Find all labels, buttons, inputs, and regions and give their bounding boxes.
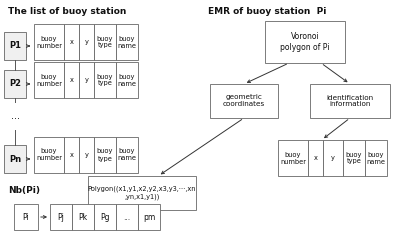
Text: buoy
type: buoy type [97,74,113,86]
Text: Nb(Pi): Nb(Pi) [8,186,40,195]
Text: ...: ... [124,213,130,222]
Bar [64,137,79,173]
Bar [79,62,94,98]
Bar [210,84,278,118]
Bar [34,137,64,173]
Text: buoy
number: buoy number [280,152,306,164]
Text: x: x [70,77,74,83]
Bar [72,204,94,230]
Bar [94,24,116,60]
Text: y: y [84,152,88,158]
Text: buoy
number: buoy number [36,149,62,162]
Text: y: y [331,155,335,161]
Text: ...: ... [10,111,20,121]
Text: buoy
type: buoy type [97,35,113,49]
Text: EMR of buoy station  Pi: EMR of buoy station Pi [208,7,326,16]
Bar [116,204,138,230]
Text: buoy
type: buoy type [97,149,113,162]
Bar [116,62,138,98]
Bar [138,204,160,230]
Bar [50,204,72,230]
Bar [88,176,196,210]
Text: P2: P2 [9,79,21,89]
Text: buoy
name: buoy name [366,152,386,164]
Text: x: x [70,152,74,158]
Bar [79,137,94,173]
Bar [323,140,343,176]
Bar [278,140,308,176]
Text: P1: P1 [9,41,21,50]
Text: buoy
number: buoy number [36,35,62,49]
Text: Polygon((x1,y1,x2,y2,x3,y3,⋯,xn
,yn,x1,y1)): Polygon((x1,y1,x2,y2,x3,y3,⋯,xn ,yn,x1,y… [88,186,196,200]
Text: buoy
number: buoy number [36,74,62,86]
Bar [94,62,116,98]
Bar [308,140,323,176]
Text: The list of buoy station: The list of buoy station [8,7,126,16]
Text: Voronoi
polygon of Pi: Voronoi polygon of Pi [280,32,330,52]
Text: Pn: Pn [9,154,21,164]
Text: geometric
coordinates: geometric coordinates [223,94,265,108]
Text: Pk: Pk [78,213,88,222]
Bar [116,137,138,173]
Bar [265,21,345,63]
Bar [34,62,64,98]
Bar [64,24,79,60]
Text: buoy
name: buoy name [118,35,136,49]
Text: y: y [84,77,88,83]
Bar [64,62,79,98]
Bar [365,140,387,176]
Bar [94,204,116,230]
Bar [4,70,26,98]
Bar [14,204,38,230]
Bar [4,32,26,60]
Bar [34,24,64,60]
Text: x: x [314,155,318,161]
Text: Pj: Pj [58,213,64,222]
Text: buoy
type: buoy type [346,152,362,164]
Text: buoy
name: buoy name [118,149,136,162]
Bar [79,24,94,60]
Bar [4,145,26,173]
Text: x: x [70,39,74,45]
Text: pm: pm [143,213,155,222]
Text: identification
information: identification information [326,94,374,108]
Text: y: y [84,39,88,45]
Text: Pi: Pi [23,213,29,222]
Bar [310,84,390,118]
Bar [343,140,365,176]
Bar [94,137,116,173]
Bar [116,24,138,60]
Text: Pg: Pg [100,213,110,222]
Text: buoy
name: buoy name [118,74,136,86]
